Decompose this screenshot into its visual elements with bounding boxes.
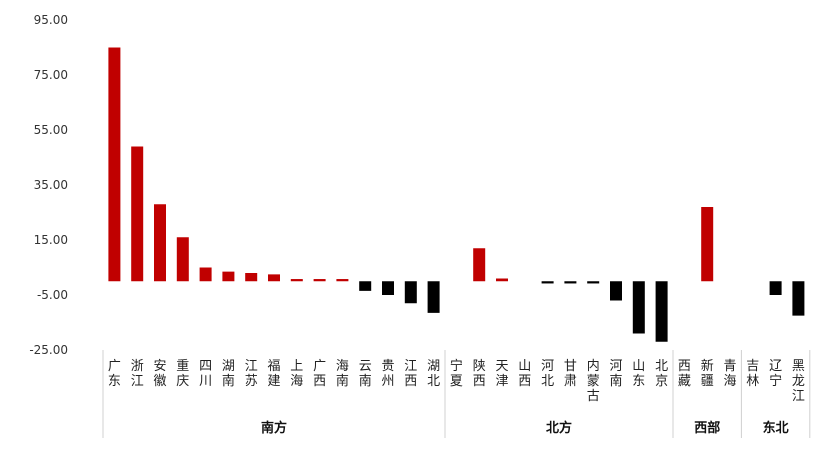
x-tick-label: 福建 [267,359,280,389]
x-tick-label: 海南 [336,359,349,389]
y-tick-label: 35.00 [34,178,68,192]
category-labels: 广东浙江安徽重庆四川湖南江苏福建上海广西海南云南贵州江西湖北宁夏陕西天津山西河北… [108,358,805,404]
x-tick-label: 安徽 [153,359,166,389]
x-tick-label: 青海 [723,359,736,389]
bar [404,281,417,304]
group-labels: 南方 北方 西部 东北 [102,350,811,438]
x-tick-label: 陕西 [473,359,486,389]
x-tick-label: 湖南 [222,359,235,389]
y-tick-label: -25.00 [29,343,68,357]
bar [290,279,303,282]
group-label: 东北 [763,420,789,436]
x-tick-label: 云南 [359,359,372,389]
bar [108,47,121,282]
bar [610,281,622,301]
bar [382,281,394,295]
x-tick-label: 山东 [632,359,645,389]
x-tick-label: 重庆 [176,358,189,389]
bar [359,281,372,291]
x-tick-label: 内蒙古 [587,358,600,404]
bar [154,204,166,282]
group-label: 西部 [694,420,720,436]
bars [108,47,805,342]
x-tick-label: 甘肃 [564,359,577,389]
y-tick-label: 75.00 [34,68,68,82]
x-tick-label: 贵州 [381,359,394,389]
bar [131,146,144,282]
bar [176,237,189,282]
bar [564,281,577,284]
x-tick-label: 上海 [290,359,303,389]
x-tick-label: 浙江 [131,359,144,389]
bar [336,279,349,282]
x-tick-label: 广东 [108,359,121,389]
group-label: 南方 [261,420,287,436]
x-tick-label: 江西 [404,359,417,389]
x-tick-label: 黑龙江 [792,359,805,404]
x-tick-label: 河北 [541,359,554,389]
bar [427,281,440,313]
bar [541,281,554,284]
x-tick-label: 西藏 [678,359,691,389]
bar [222,271,235,282]
bar [496,278,508,282]
x-tick-label: 四川 [199,359,212,389]
bar [245,273,258,282]
x-tick-label: 北京 [655,359,668,389]
x-tick-label: 山西 [518,359,531,389]
y-tick-label: 95.00 [34,13,68,27]
y-axis: 95.00 75.00 55.00 35.00 15.00 -5.00 -25.00 [29,13,68,357]
x-tick-label: 河南 [609,359,622,389]
x-tick-label: 吉林 [746,359,759,389]
bar [199,267,212,282]
bar [473,248,486,282]
bar [769,281,782,295]
bar [587,281,600,284]
bar [701,207,714,282]
y-tick-label: 55.00 [34,123,68,137]
bar [268,274,280,282]
bar [792,281,805,316]
group-label: 北方 [546,420,572,436]
y-tick-label: -5.00 [37,288,68,302]
bar [655,281,668,342]
x-tick-label: 江苏 [245,359,258,389]
x-tick-label: 辽宁 [769,359,782,389]
x-tick-label: 新疆 [701,358,714,389]
x-tick-label: 天津 [495,359,508,389]
y-tick-label: 15.00 [34,233,68,247]
bar [632,281,645,334]
x-tick-label: 广西 [313,359,326,389]
bar [313,279,326,282]
x-tick-label: 宁夏 [450,358,463,389]
x-tick-label: 湖北 [427,359,440,389]
